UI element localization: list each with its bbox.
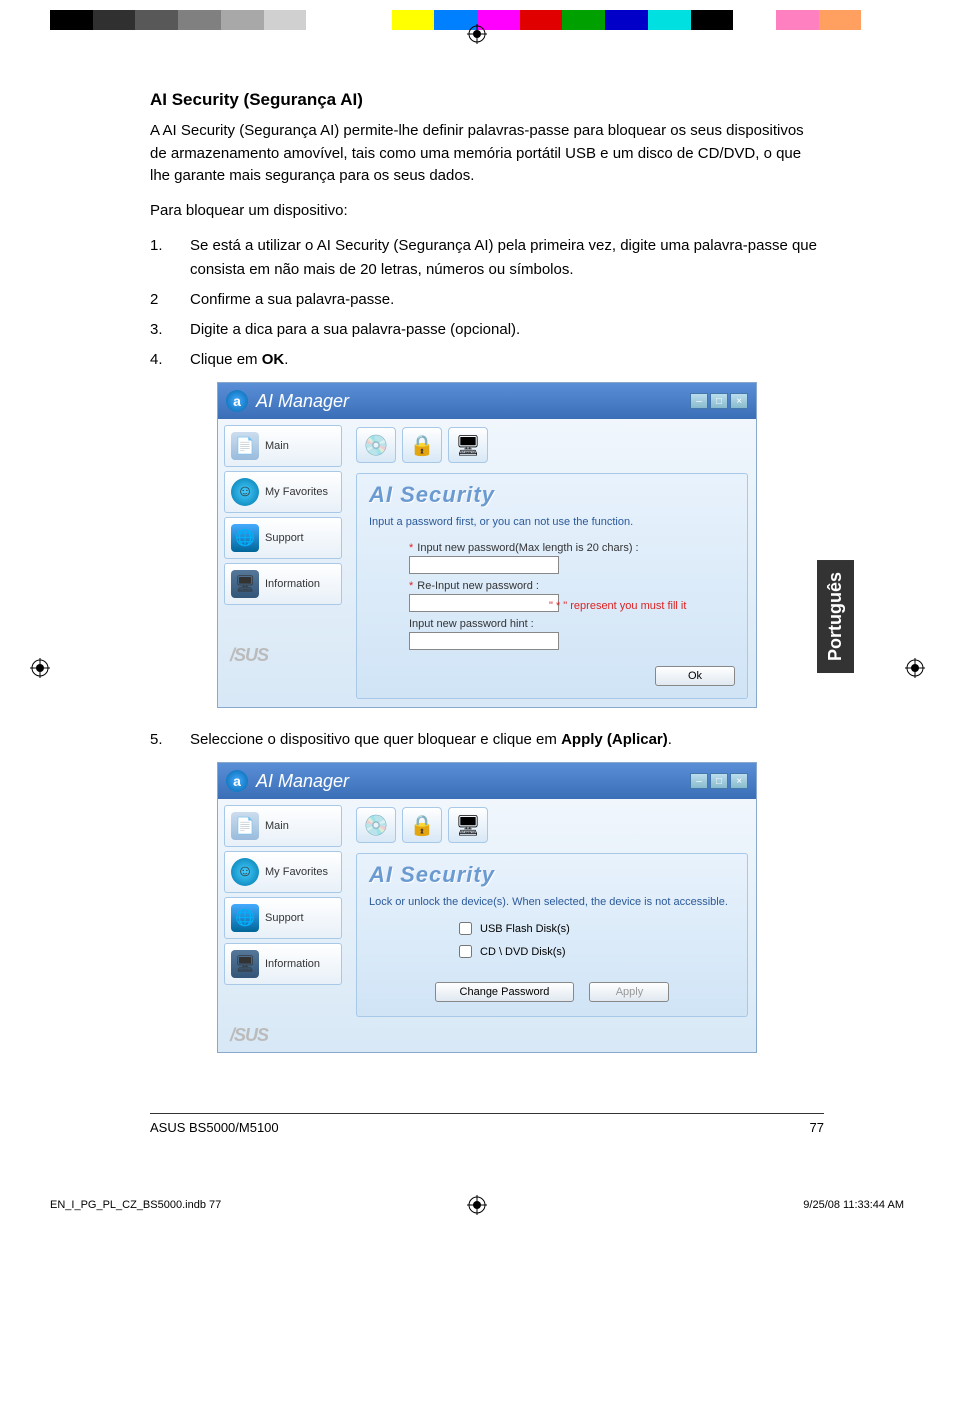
panel-subtitle: Lock or unlock the device(s). When selec… xyxy=(369,896,735,908)
reinput-password-input[interactable] xyxy=(409,594,559,612)
minimize-button[interactable]: – xyxy=(690,773,708,789)
step-5-text: Seleccione o dispositivo que quer bloque… xyxy=(190,728,824,752)
minimize-button[interactable]: – xyxy=(690,393,708,409)
sidebar: 📄 Main ☺ My Favorites 🌐 Support 🖥 Informatio… xyxy=(218,419,348,707)
close-button[interactable]: × xyxy=(730,773,748,789)
registration-mark-top xyxy=(467,24,487,44)
footer-left: ASUS BS5000/M5100 xyxy=(150,1120,810,1135)
favorites-icon: ☺ xyxy=(231,858,259,886)
close-button[interactable]: × xyxy=(730,393,748,409)
toolbar-btn-1[interactable]: 💿 xyxy=(356,807,396,843)
toolbar: 💿 🔒 🖥 xyxy=(356,807,748,843)
print-footer: EN_I_PG_PL_CZ_BS5000.indb 77 9/25/08 11:… xyxy=(0,1195,954,1215)
toolbar-btn-3[interactable]: 🖥 xyxy=(448,427,488,463)
print-timestamp: 9/25/08 11:33:44 AM xyxy=(487,1199,904,1211)
cddvd-checkbox-row: CD \ DVD Disk(s) xyxy=(459,945,735,958)
change-password-button[interactable]: Change Password xyxy=(435,982,575,1002)
panel-subtitle: Input a password first, or you can not u… xyxy=(369,516,735,528)
subheading: Para bloquear um dispositivo: xyxy=(150,200,824,223)
ai-manager-window-2: a AI Manager – □ × 📄 Main ☺ My Favorites 🌐… xyxy=(217,762,757,1053)
ai-security-panel: AI Security Input a password first, or y… xyxy=(356,473,748,699)
window-title: AI Manager xyxy=(256,391,349,412)
sidebar-item-information[interactable]: 🖥 Information xyxy=(224,563,342,605)
information-icon: 🖥 xyxy=(231,570,259,598)
toolbar-btn-2[interactable]: 🔒 xyxy=(402,807,442,843)
intro-paragraph: A AI Security (Segurança AI) permite-lhe… xyxy=(150,120,824,188)
required-note: " * " represent you must fill it xyxy=(549,600,735,612)
panel-title: AI Security xyxy=(369,482,735,508)
sidebar-label: Main xyxy=(265,820,289,832)
steps-list: 1.Se está a utilizar o AI Security (Segu… xyxy=(150,234,824,372)
hint-field: Input new password hint : xyxy=(409,618,735,650)
sidebar-item-main[interactable]: 📄 Main xyxy=(224,425,342,467)
main-icon: 📄 xyxy=(231,432,259,460)
window-controls: – □ × xyxy=(690,773,748,789)
ok-button[interactable]: Ok xyxy=(655,666,735,686)
print-filename: EN_I_PG_PL_CZ_BS5000.indb 77 xyxy=(50,1199,467,1211)
registration-mark-right xyxy=(905,658,925,678)
apply-button[interactable]: Apply xyxy=(589,982,669,1002)
favorites-icon: ☺ xyxy=(231,478,259,506)
sidebar-label: Support xyxy=(265,532,304,544)
hint-input[interactable] xyxy=(409,632,559,650)
cddvd-checkbox[interactable] xyxy=(459,945,472,958)
ai-manager-window-1: a AI Manager – □ × 📄 Main ☺ My Favorites 🌐… xyxy=(217,382,757,708)
sidebar-label: My Favorites xyxy=(265,866,328,878)
toolbar: 💿 🔒 🖥 xyxy=(356,427,748,463)
toolbar-btn-3[interactable]: 🖥 xyxy=(448,807,488,843)
password-field: *Input new password(Max length is 20 cha… xyxy=(409,542,735,574)
sidebar-item-support[interactable]: 🌐 Support xyxy=(224,517,342,559)
maximize-button[interactable]: □ xyxy=(710,393,728,409)
asus-logo: /SUS xyxy=(224,645,342,666)
maximize-button[interactable]: □ xyxy=(710,773,728,789)
sidebar-item-main[interactable]: 📄 Main xyxy=(224,805,342,847)
registration-mark-bottom xyxy=(467,1195,487,1215)
toolbar-btn-1[interactable]: 💿 xyxy=(356,427,396,463)
window-controls: – □ × xyxy=(690,393,748,409)
titlebar: a AI Manager – □ × xyxy=(218,383,756,419)
section-heading: AI Security (Segurança AI) xyxy=(150,90,824,110)
language-tab: Português xyxy=(817,560,854,673)
sidebar-label: Main xyxy=(265,440,289,452)
panel-title: AI Security xyxy=(369,862,735,888)
sidebar-label: My Favorites xyxy=(265,486,328,498)
page-number: 77 xyxy=(810,1120,824,1135)
main-icon: 📄 xyxy=(231,812,259,840)
asus-logo: /SUS xyxy=(224,1025,342,1046)
step-5-list: 5.Seleccione o dispositivo que quer bloq… xyxy=(150,728,824,752)
sidebar-item-information[interactable]: 🖥 Information xyxy=(224,943,342,985)
registration-mark-left xyxy=(30,658,50,678)
usb-checkbox[interactable] xyxy=(459,922,472,935)
toolbar-btn-2[interactable]: 🔒 xyxy=(402,427,442,463)
sidebar-label: Information xyxy=(265,578,320,590)
sidebar-label: Information xyxy=(265,958,320,970)
app-logo-icon: a xyxy=(226,390,248,412)
sidebar-item-support[interactable]: 🌐 Support xyxy=(224,897,342,939)
password-input[interactable] xyxy=(409,556,559,574)
support-icon: 🌐 xyxy=(231,524,259,552)
information-icon: 🖥 xyxy=(231,950,259,978)
sidebar-item-favorites[interactable]: ☺ My Favorites xyxy=(224,471,342,513)
sidebar-item-favorites[interactable]: ☺ My Favorites xyxy=(224,851,342,893)
titlebar: a AI Manager – □ × xyxy=(218,763,756,799)
usb-checkbox-row: USB Flash Disk(s) xyxy=(459,922,735,935)
sidebar-label: Support xyxy=(265,912,304,924)
support-icon: 🌐 xyxy=(231,904,259,932)
ai-security-panel-2: AI Security Lock or unlock the device(s)… xyxy=(356,853,748,1017)
sidebar: 📄 Main ☺ My Favorites 🌐 Support 🖥 Informatio… xyxy=(218,799,348,1052)
window-title: AI Manager xyxy=(256,771,349,792)
page-footer: ASUS BS5000/M5100 77 xyxy=(150,1113,824,1135)
app-logo-icon: a xyxy=(226,770,248,792)
